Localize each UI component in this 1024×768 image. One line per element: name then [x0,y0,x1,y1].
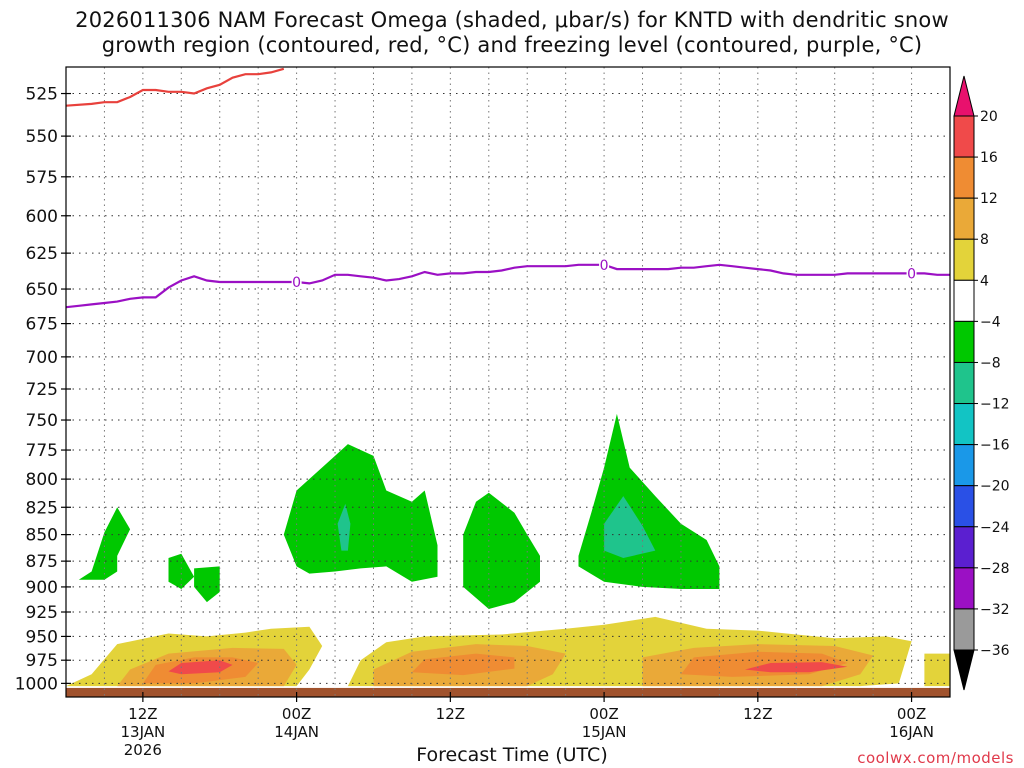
y-tick-label-750: 750 [26,411,58,431]
plot-frame [65,66,951,698]
chart-subtitle: growth region (contoured, red, °C) and f… [101,33,923,57]
colorbar-box-10 [953,526,975,569]
colorbar-box-5 [953,320,975,363]
colorbar-top-triangle [953,75,975,117]
y-tick-label-525: 525 [26,85,58,105]
y-tick-label-825: 825 [26,498,58,518]
colorbar-label-1: 16 [980,150,998,166]
colorbar-box-11 [953,567,975,610]
y-tick-label-550: 550 [26,127,58,147]
colorbar-label-2: 12 [980,191,998,207]
omega-neg-8-e [463,492,540,609]
y-tick-label-625: 625 [26,244,58,264]
x-tick-label-12-0: 12Z [128,705,157,723]
colorbar-label-12: −32 [980,602,1010,618]
contour-lines: 0 0 0 [66,67,950,309]
contour-label-bg-1 [599,257,610,272]
colorbar-label-6: −8 [980,355,1001,371]
contour-line-1 [66,67,285,107]
colorbar-box-7 [953,403,975,446]
y-tick-label-575: 575 [26,168,58,188]
colorbar-label-0: 20 [980,109,998,125]
omega-neg-8-f [578,413,720,589]
y-tick-label-950: 950 [26,627,58,647]
y-tick-label-675: 675 [26,315,58,335]
colorbar-label-4: 4 [980,273,989,289]
y-axis: 525 550 575 600 625 650 675 700 725 750 775 800 825 8… [15,85,71,694]
x-tick-label-48-1: 15JAN [582,723,627,741]
chart-title: 2026011306 NAM Forecast Omega (shaded, μ… [75,8,949,32]
colorbar-label-11: −28 [980,561,1010,577]
colorbar-label-8: −16 [980,438,1010,454]
contour-line-0 [66,263,950,309]
y-tick-label-875: 875 [26,552,58,572]
x-tick-label-36-0: 12Z [436,705,465,723]
y-tick-label-600: 600 [26,207,58,227]
colorbar: 20 16 12 8 4 −4 −8 −12 −16 −20 −24 −28 −32 −36 [953,75,1010,691]
omega-shading [66,413,950,697]
contour-label-bg-0 [291,274,302,289]
x-tick-label-72-0: 00Z [897,705,926,723]
colorbar-box-1 [953,156,975,199]
omega-neg-8-d [283,444,438,582]
credit-link[interactable]: coolwx.com/models [857,749,1014,767]
y-tick-label-800: 800 [26,470,58,490]
y-tick-label-975: 975 [26,651,58,671]
colorbar-box-0 [953,115,975,158]
colorbar-bottom-triangle [953,649,975,691]
colorbar-box-4 [953,279,975,322]
omega-pos-4-d [924,653,950,687]
omega-pos-12-b [411,653,515,676]
y-tick-label-900: 900 [26,578,58,598]
omega-neg-12-d [337,503,351,551]
colorbar-box-8 [953,444,975,487]
contour-label-2: 0 [907,266,916,282]
colorbar-label-5: −4 [980,314,1001,330]
contour-label-bg-2 [906,266,917,281]
y-tick-label-1000: 1000 [15,674,58,694]
omega-pos-16-a [168,660,233,675]
omega-neg-8-a [78,507,131,580]
x-tick-label-72-1: 16JAN [889,723,934,741]
x-tick-label-24-0: 00Z [282,705,311,723]
y-tick-label-725: 725 [26,380,58,400]
x-tick-label-12-1: 13JAN [121,723,166,741]
colorbar-label-10: −24 [980,520,1010,536]
y-tick-label-925: 925 [26,603,58,623]
y-tick-label-775: 775 [26,441,58,461]
omega-neg-8-b [168,553,195,589]
colorbar-box-9 [953,485,975,528]
omega-neg-12-f [604,496,656,558]
colorbar-label-7: −12 [980,397,1010,413]
ground-fill [66,687,950,697]
x-tick-label-60-0: 12Z [743,705,772,723]
colorbar-box-2 [953,197,975,240]
x-tick-label-12-2: 2026 [124,741,162,759]
colorbar-box-6 [953,361,975,405]
colorbar-box-3 [953,238,975,281]
y-tick-label-700: 700 [26,348,58,368]
y-tick-label-850: 850 [26,526,58,546]
contour-label-1: 0 [600,258,609,274]
omega-neg-8-c [194,566,220,603]
x-tick-label-48-0: 00Z [589,705,618,723]
colorbar-box-12 [953,608,975,651]
colorbar-label-3: 8 [980,232,989,248]
gridlines [65,67,951,697]
colorbar-label-13: −36 [980,643,1010,659]
x-tick-label-24-1: 14JAN [274,723,319,741]
contour-label-0: 0 [292,275,301,291]
colorbar-label-9: −20 [980,479,1010,495]
x-axis-label: Forecast Time (UTC) [416,744,608,766]
y-tick-label-650: 650 [26,280,58,300]
